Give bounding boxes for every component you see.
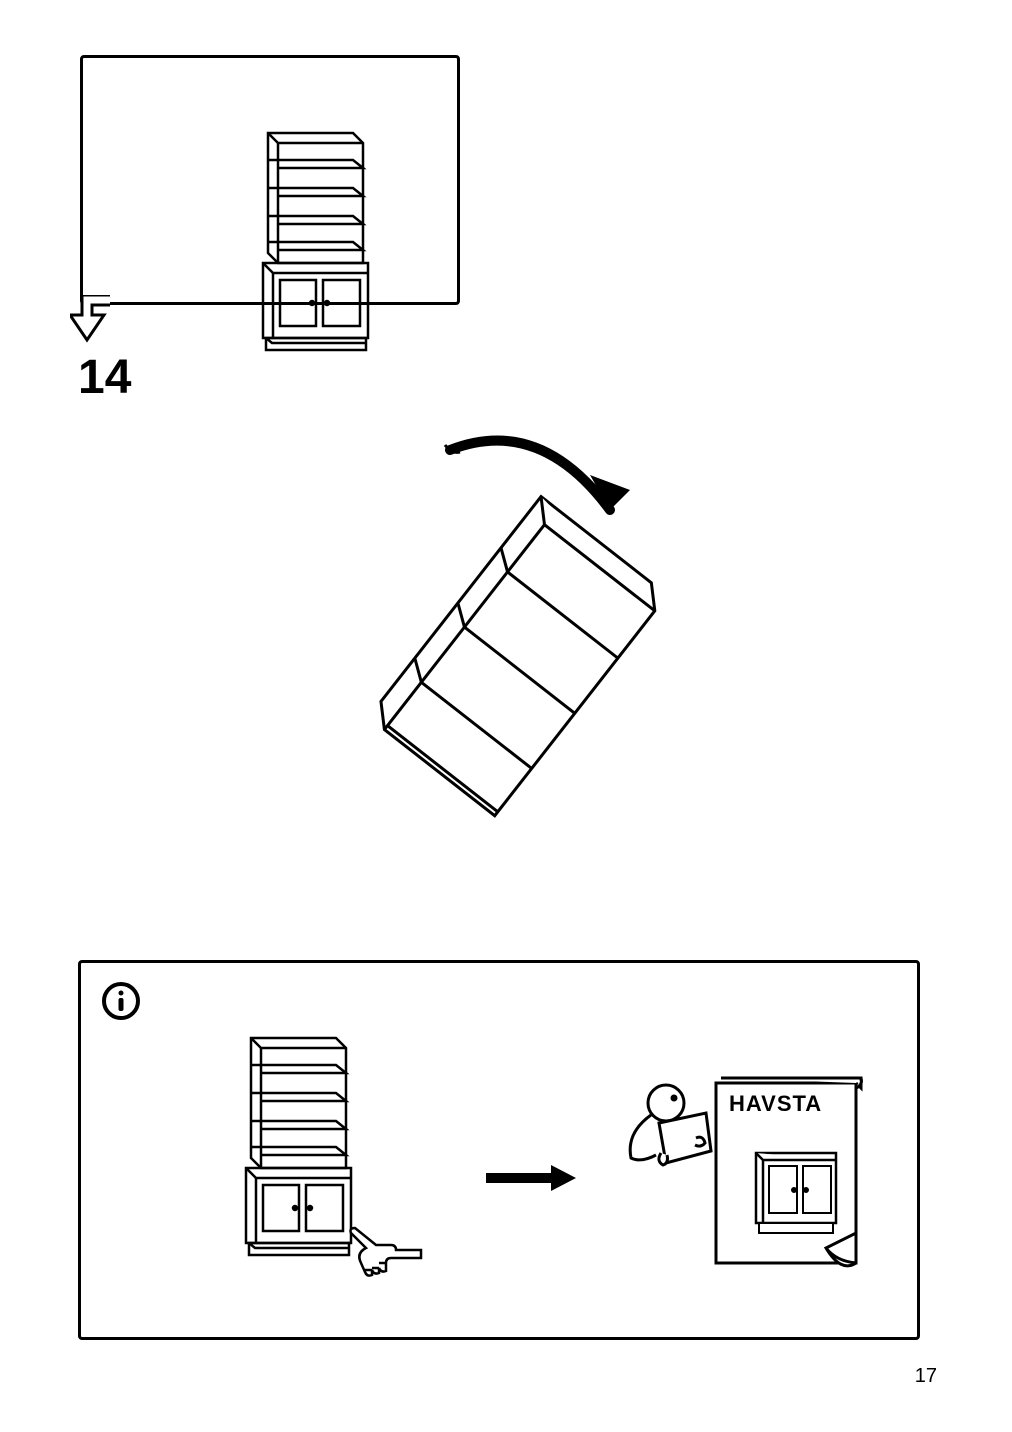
- pointing-hand-icon: [341, 1223, 426, 1283]
- step-number: 14: [78, 350, 131, 405]
- arrow-right-icon: [481, 1163, 581, 1193]
- bookshelf-complete-icon: [248, 128, 378, 358]
- result-preview-box: [80, 55, 460, 305]
- arrow-down-icon: [70, 295, 110, 345]
- instruction-page: 14: [0, 0, 1012, 1432]
- manual-product-label: HAVSTA: [729, 1091, 822, 1117]
- tilting-shelf-icon: [330, 430, 700, 830]
- page-number: 17: [915, 1365, 937, 1388]
- info-reference-box: HAVSTA: [78, 960, 920, 1340]
- info-icon: [101, 981, 141, 1021]
